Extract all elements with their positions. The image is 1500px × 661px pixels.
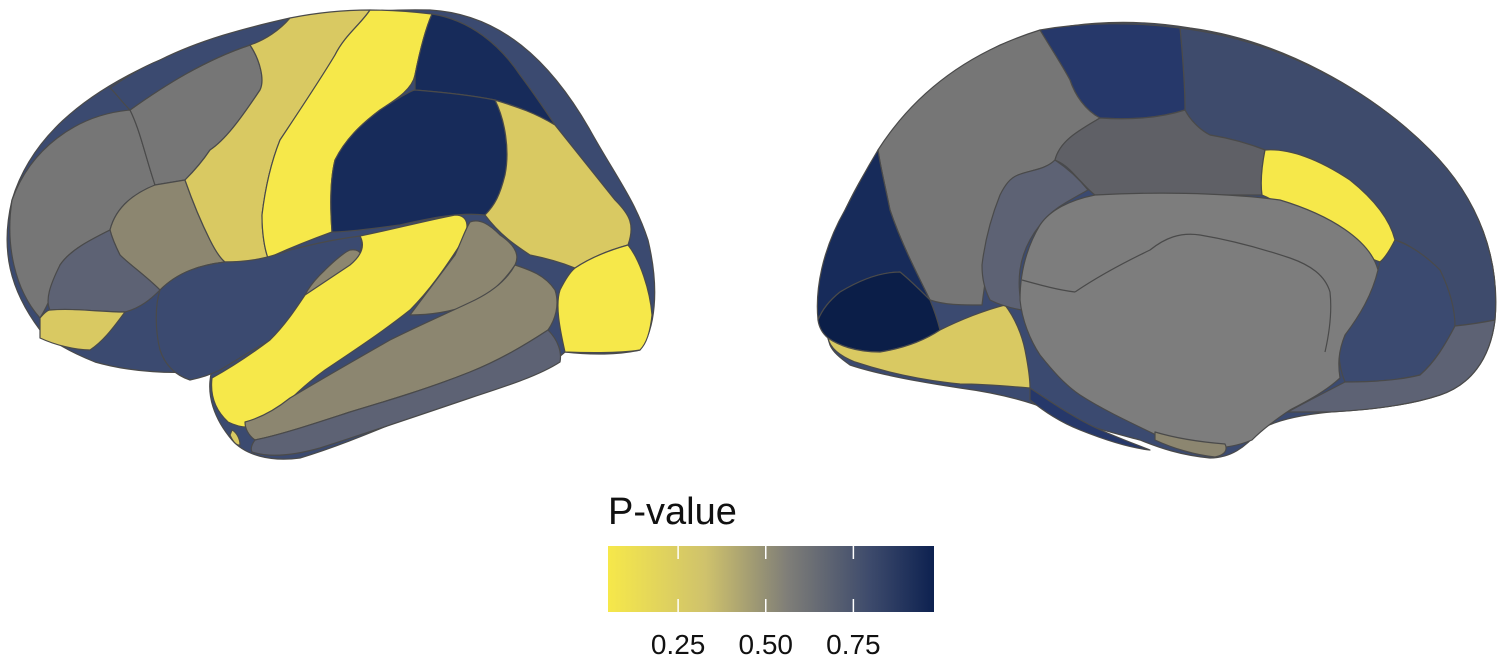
legend-title: P-value [608, 491, 737, 533]
colorbar-legend: P-value 0.25 0.50 0.75 [608, 491, 934, 660]
legend-tick-label: 0.50 [738, 629, 793, 660]
region-lateral-orbitofrontal [39, 308, 126, 351]
region-fusiform [1029, 387, 1151, 451]
legend-tick-label: 0.75 [826, 629, 881, 660]
region-lingual [827, 304, 1031, 389]
region-superior-frontal [109, 17, 291, 111]
legend-ticks: 0.25 0.50 0.75 [651, 546, 881, 660]
medial-brain-view [816, 21, 1497, 459]
region-inferior-temporal [250, 329, 562, 456]
region-medial-orbitofrontal [1287, 319, 1496, 413]
region-parahippocampal [1154, 431, 1227, 458]
region-temporal-pole [229, 429, 241, 446]
lateral-brain-view [6, 9, 656, 460]
region-thalamus-outline [1074, 233, 1332, 353]
region-ventricle-outline [1021, 279, 1076, 293]
colorbar [608, 546, 934, 612]
legend-tick-label: 0.25 [651, 629, 706, 660]
region-lateral-occipital [557, 244, 653, 354]
